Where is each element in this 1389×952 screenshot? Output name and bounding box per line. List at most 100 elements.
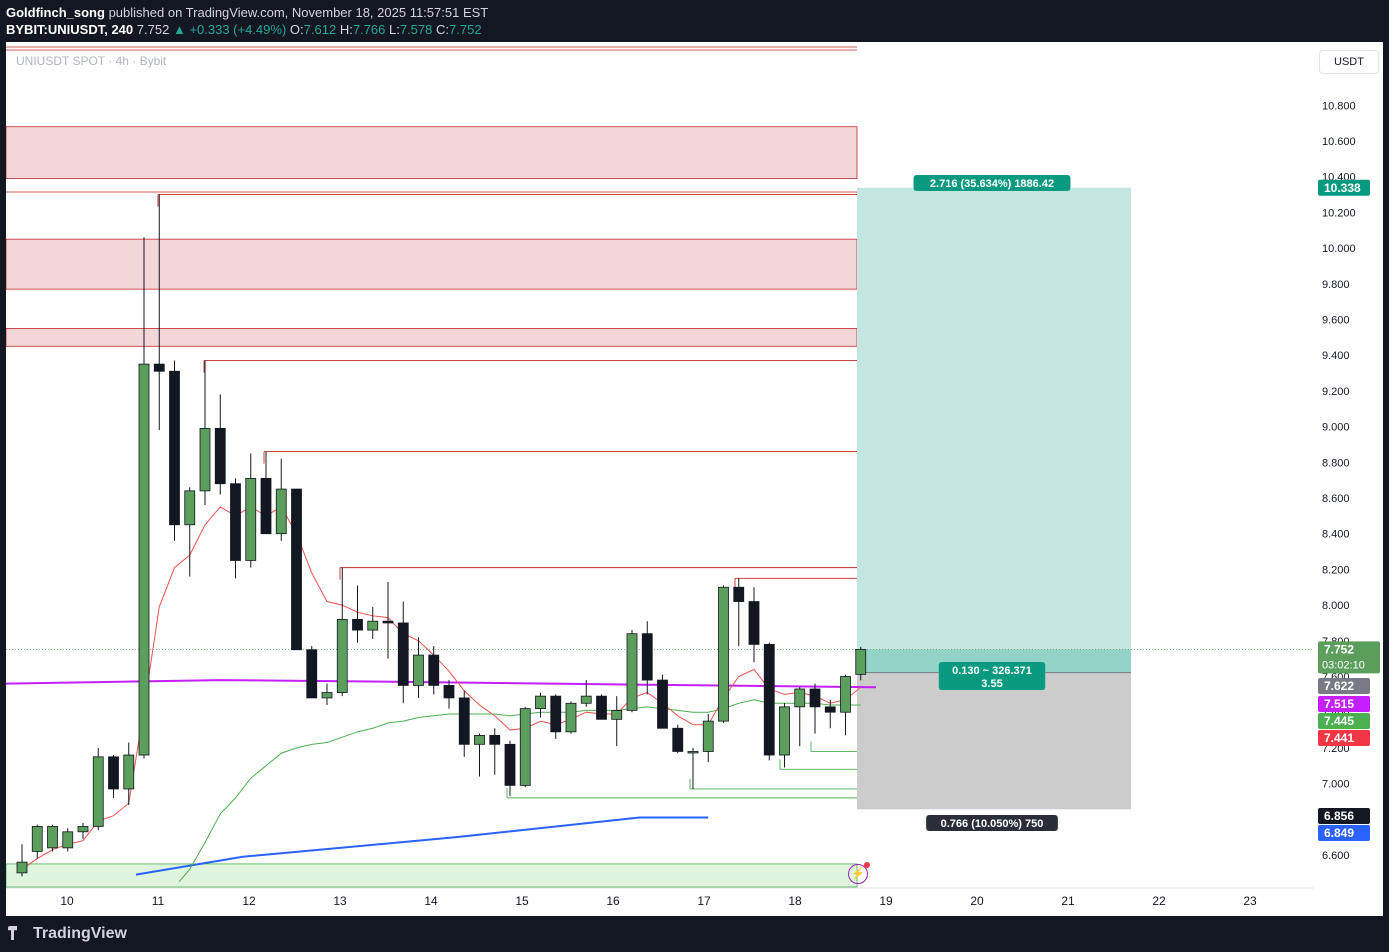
currency-button[interactable]: USDT xyxy=(1319,50,1379,74)
candle-32 xyxy=(504,740,516,797)
candle-47 xyxy=(733,578,745,647)
bolt-icon[interactable]: ⚡ xyxy=(848,862,870,884)
resistance-zone-0 xyxy=(5,328,858,347)
sma-blue-line xyxy=(135,816,709,876)
candle-46 xyxy=(718,585,729,723)
candle-body xyxy=(824,706,836,713)
candle-body xyxy=(16,861,28,874)
candle-body xyxy=(779,706,790,756)
candle-body xyxy=(77,826,89,833)
price-change: +0.333 (+4.49%) xyxy=(189,22,287,37)
x-tick-label: 17 xyxy=(697,894,711,908)
candle-body xyxy=(733,586,745,602)
candle-body xyxy=(108,756,119,790)
candle-20 xyxy=(321,683,333,706)
brand-name: TradingView xyxy=(33,925,127,942)
candle-body xyxy=(306,649,318,699)
candle-body xyxy=(565,702,577,733)
y-tick-label: 10.800 xyxy=(1322,100,1356,112)
stop-zone xyxy=(857,672,1131,810)
candle-0 xyxy=(16,844,28,877)
y-tick-label: 8.000 xyxy=(1322,600,1350,612)
x-tick-label: 13 xyxy=(333,894,347,908)
candle-body xyxy=(428,654,440,686)
notification-dot xyxy=(864,862,870,868)
high-label: H: xyxy=(339,22,353,37)
price-chart[interactable]: 6.6006.8007.0007.2007.4007.6007.8008.000… xyxy=(5,42,1383,916)
candle-body xyxy=(62,831,74,849)
close-value: 7.752 xyxy=(449,22,482,37)
x-tick-label: 11 xyxy=(152,894,165,908)
candle-35 xyxy=(550,694,562,739)
chart-area[interactable]: 6.6006.8007.0007.2007.4007.6007.8008.000… xyxy=(5,42,1383,916)
candle-body xyxy=(214,427,226,485)
x-tick-label: 20 xyxy=(970,894,984,908)
candle-body xyxy=(397,622,409,686)
resistance-zone-2 xyxy=(5,126,858,179)
candle-body xyxy=(748,601,760,645)
candle-12 xyxy=(199,360,211,506)
candle-3 xyxy=(62,828,74,852)
candle-body xyxy=(657,679,668,729)
symbol-name[interactable]: BYBIT:UNIUSDT, 240 xyxy=(6,22,134,37)
x-tick-label: 22 xyxy=(1152,894,1166,908)
candle-body xyxy=(672,727,684,752)
candle-body xyxy=(413,654,424,686)
candle-33 xyxy=(519,706,531,788)
candle-29 xyxy=(458,690,470,757)
candle-body xyxy=(291,488,302,651)
candle-body xyxy=(626,633,638,711)
candle-52 xyxy=(809,683,821,734)
candle-18 xyxy=(291,488,302,651)
candle-21 xyxy=(336,567,348,697)
candle-body xyxy=(535,695,546,710)
y-tick-label: 9.200 xyxy=(1322,386,1350,398)
x-tick-label: 14 xyxy=(424,894,438,908)
price-tag-label: 7.622 xyxy=(1324,679,1354,693)
candle-7 xyxy=(123,742,135,806)
chart-symbol-label: UNIUSDT SPOT · 4h · Bybit xyxy=(16,54,167,68)
candle-25 xyxy=(397,601,409,704)
tradingview-logo[interactable]: TradingView xyxy=(8,925,127,943)
high-value: 7.766 xyxy=(352,22,386,37)
change-arrow-icon: ▲ xyxy=(172,22,186,37)
candle-body xyxy=(382,620,394,624)
candle-50 xyxy=(779,703,790,768)
candle-body xyxy=(260,477,272,535)
candle-37 xyxy=(580,680,592,707)
y-tick-label: 9.600 xyxy=(1322,315,1350,327)
candle-19 xyxy=(306,646,318,699)
candle-body xyxy=(504,743,516,786)
candle-11 xyxy=(184,487,196,577)
candle-body xyxy=(245,477,257,561)
chart-header: Goldfinch_song published on TradingView.… xyxy=(0,0,1389,42)
candle-23 xyxy=(367,606,379,640)
candle-43 xyxy=(672,724,684,754)
candle-body xyxy=(138,363,150,756)
candle-body xyxy=(199,427,211,492)
target-zone xyxy=(857,187,1131,650)
author-name[interactable]: Goldfinch_song xyxy=(6,5,105,20)
candle-49 xyxy=(763,642,775,761)
x-tick-label: 16 xyxy=(606,894,620,908)
y-tick-label: 9.400 xyxy=(1322,350,1350,362)
price-tag-label: 6.856 xyxy=(1324,809,1354,823)
candle-4 xyxy=(77,822,89,839)
price-tag-label: 7.445 xyxy=(1324,714,1354,728)
candle-body xyxy=(763,643,775,756)
resistance-zone-1 xyxy=(5,238,858,290)
price-tag-3 xyxy=(1318,696,1370,712)
candle-body xyxy=(702,720,714,752)
candle-36 xyxy=(565,701,577,734)
candle-body xyxy=(611,710,623,720)
candle-2 xyxy=(47,824,58,852)
y-tick-label: 7.000 xyxy=(1322,779,1350,791)
y-tick-label: 9.000 xyxy=(1322,422,1350,434)
candle-45 xyxy=(702,713,714,763)
price-tag-7 xyxy=(1318,825,1370,841)
candle-body xyxy=(230,483,241,561)
candle-5 xyxy=(92,747,104,831)
publish-info: Goldfinch_song published on TradingView.… xyxy=(6,5,488,20)
y-tick-label: 10.200 xyxy=(1322,207,1356,219)
candle-body xyxy=(458,697,470,745)
